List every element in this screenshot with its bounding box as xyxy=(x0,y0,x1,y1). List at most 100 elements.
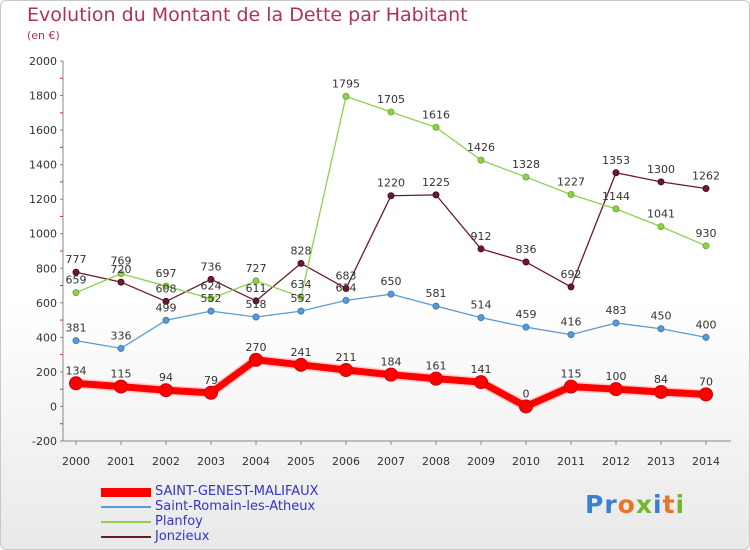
data-point xyxy=(429,371,443,386)
data-point xyxy=(117,278,125,286)
legend-swatch xyxy=(101,521,151,523)
data-label: 1705 xyxy=(377,93,405,106)
x-tick-label: 2011 xyxy=(557,455,585,468)
x-tick-label: 2010 xyxy=(512,455,540,468)
data-point xyxy=(564,379,578,394)
data-point xyxy=(699,387,713,402)
data-point xyxy=(387,108,395,116)
data-label: 400 xyxy=(696,318,717,331)
data-label: 624 xyxy=(201,280,222,293)
data-label: 683 xyxy=(336,269,357,282)
data-point xyxy=(432,191,440,199)
data-label: 614 xyxy=(336,281,357,294)
data-label: 115 xyxy=(561,368,582,381)
data-label: 1227 xyxy=(557,176,585,189)
data-point xyxy=(207,307,215,315)
data-label: 836 xyxy=(516,243,537,256)
data-label: 659 xyxy=(66,274,87,287)
data-label: 828 xyxy=(291,244,312,257)
data-label: 727 xyxy=(246,262,267,275)
data-label: 211 xyxy=(336,351,357,364)
data-label: 161 xyxy=(426,360,447,373)
data-point xyxy=(162,282,170,290)
legend-swatch xyxy=(101,487,151,497)
x-tick-label: 2012 xyxy=(602,455,630,468)
data-label: 84 xyxy=(654,373,668,386)
data-label: 141 xyxy=(471,363,492,376)
x-tick-label: 2004 xyxy=(242,455,270,468)
data-point xyxy=(72,337,80,345)
data-label: 499 xyxy=(156,301,177,314)
data-label: 514 xyxy=(471,299,492,312)
data-point xyxy=(477,156,485,164)
data-label: 769 xyxy=(111,255,132,268)
legend-swatch xyxy=(101,506,151,508)
data-label: 94 xyxy=(159,371,173,384)
y-tick-label: -200 xyxy=(32,435,57,448)
y-tick-label: 1400 xyxy=(29,159,57,172)
y-tick-label: 0 xyxy=(50,400,57,413)
data-point xyxy=(522,323,530,331)
data-point xyxy=(657,178,665,186)
data-point xyxy=(477,314,485,322)
data-point xyxy=(567,283,575,291)
data-point xyxy=(342,284,350,292)
y-tick-label: 400 xyxy=(36,331,57,344)
data-point xyxy=(567,331,575,339)
data-point xyxy=(69,376,83,391)
data-point xyxy=(477,245,485,253)
data-label: 581 xyxy=(426,287,447,300)
x-tick-label: 2006 xyxy=(332,455,360,468)
legend-swatch xyxy=(101,536,151,538)
data-point xyxy=(522,173,530,181)
data-label: 450 xyxy=(651,310,672,323)
data-point xyxy=(387,192,395,200)
data-label: 270 xyxy=(246,341,267,354)
legend-label: SAINT-GENEST-MALIFAUX xyxy=(155,484,319,499)
data-label: 70 xyxy=(699,375,713,388)
data-label: 100 xyxy=(606,370,627,383)
data-label: 650 xyxy=(381,275,402,288)
y-tick-label: 600 xyxy=(36,297,57,310)
data-point xyxy=(432,123,440,131)
x-tick-label: 2007 xyxy=(377,455,405,468)
data-label: 1041 xyxy=(647,208,675,221)
y-tick-label: 1000 xyxy=(29,228,57,241)
x-tick-label: 2014 xyxy=(692,455,720,468)
data-label: 483 xyxy=(606,304,627,317)
data-label: 930 xyxy=(696,227,717,240)
legend-label: Jonzieux xyxy=(155,529,210,544)
data-label: 416 xyxy=(561,316,582,329)
data-point xyxy=(657,325,665,333)
data-label: 692 xyxy=(561,268,582,281)
data-point xyxy=(294,357,308,372)
data-point xyxy=(342,296,350,304)
data-point xyxy=(207,275,215,283)
data-label: 518 xyxy=(246,298,267,311)
data-label: 1144 xyxy=(602,190,630,203)
data-point xyxy=(117,344,125,352)
data-label: 552 xyxy=(201,292,222,305)
data-point xyxy=(612,169,620,177)
data-label: 720 xyxy=(111,263,132,276)
x-tick-label: 2003 xyxy=(197,455,225,468)
legend-label: Saint-Romain-les-Atheux xyxy=(155,499,316,514)
data-point xyxy=(72,289,80,297)
y-tick-label: 800 xyxy=(36,262,57,275)
data-point xyxy=(252,297,260,305)
data-point xyxy=(474,375,488,390)
y-tick-label: 200 xyxy=(36,366,57,379)
data-point xyxy=(297,259,305,267)
data-point xyxy=(249,352,263,367)
data-label: 79 xyxy=(204,374,218,387)
data-label: 1353 xyxy=(602,154,630,167)
proxiti-logo: Proxiti xyxy=(585,490,686,519)
y-tick-label: 2000 xyxy=(29,55,57,68)
data-point xyxy=(519,399,533,414)
data-label: 634 xyxy=(291,278,312,291)
data-label: 1225 xyxy=(422,176,450,189)
data-point xyxy=(522,258,530,266)
data-point xyxy=(297,293,305,301)
